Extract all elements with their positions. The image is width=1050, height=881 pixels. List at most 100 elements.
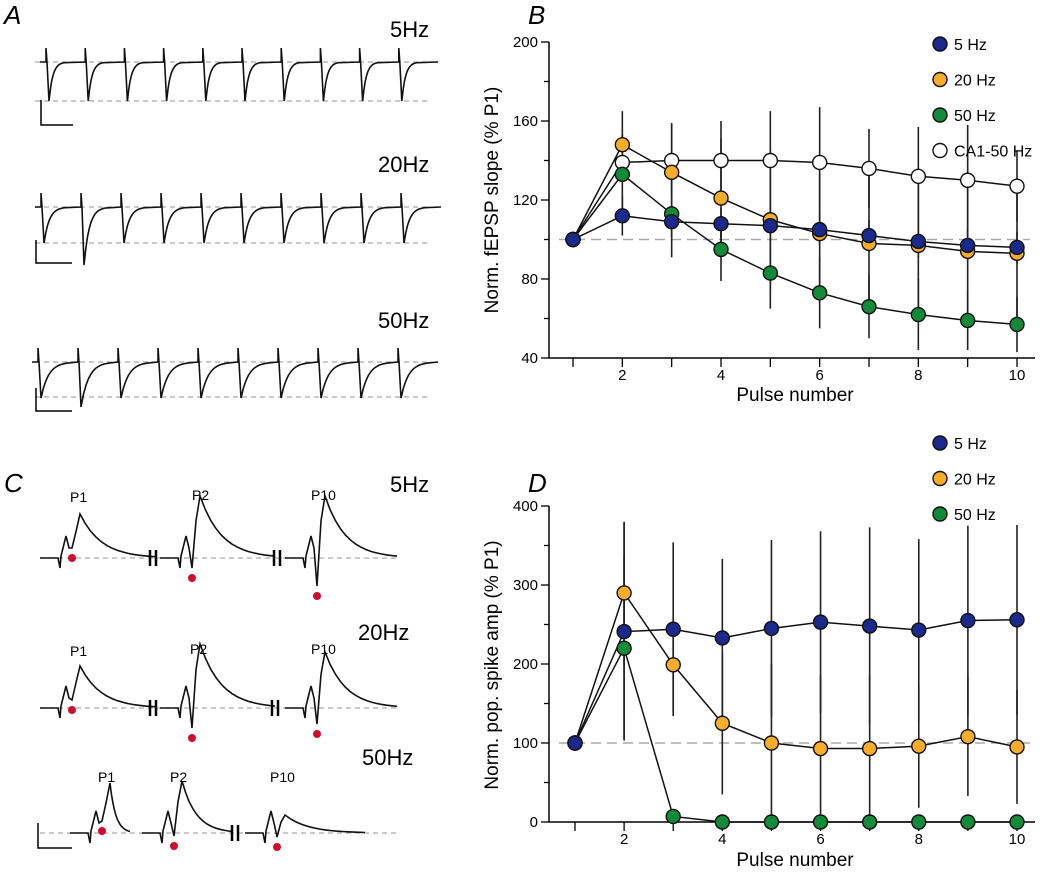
c-50hz-p10: P10 <box>270 769 295 785</box>
d-50-hz-point <box>616 640 632 656</box>
b-xtick-label: 4 <box>717 367 725 384</box>
d-5-hz-point <box>567 735 583 751</box>
b-5-hz-point <box>663 214 680 230</box>
b-ylabel: Norm. fEPSP slope (% P1) <box>482 87 503 314</box>
d-20-hz-point <box>861 740 878 757</box>
b-xlabel: Pulse number <box>736 385 854 406</box>
c-50hz-p2: P2 <box>170 769 187 785</box>
d-legend-20-hz-marker <box>932 470 948 487</box>
d-5-hz-point <box>960 612 976 629</box>
b-ca1-50-hz-point <box>1009 178 1025 194</box>
b-legend-5-hz-label: 5 Hz <box>954 37 987 54</box>
b-legend-ca1-50-hz-marker <box>932 142 948 159</box>
a-50hz-scalebar <box>35 388 72 412</box>
a-50hz-trace <box>32 347 439 408</box>
c-20hz-trace-3-spike-marker <box>313 730 321 738</box>
d-20-hz-point <box>960 728 976 745</box>
b-legend-ca1-50-hz-label: CA1-50 Hz <box>954 144 1032 161</box>
d-5-hz-point <box>812 614 829 630</box>
c-50hz-trace-1 <box>70 782 131 844</box>
b-ca1-50-hz-point <box>762 152 779 169</box>
b-xtick-label: 2 <box>618 367 626 384</box>
c-scalebar <box>37 823 72 849</box>
b-5-hz-point <box>565 231 581 248</box>
d-xtick-label: 10 <box>1009 831 1026 848</box>
d-5-hz-point <box>763 620 780 637</box>
b-legend-50-hz-marker <box>932 107 948 123</box>
c-20hz-break-1 <box>148 700 158 716</box>
d-ylabel: Norm. pop. spike amp (% P1) <box>482 540 503 789</box>
b-ca1-50-hz-line <box>572 159 1018 240</box>
panel-c-label-5hz: 5Hz <box>390 472 429 497</box>
b-50-hz-point <box>614 166 631 183</box>
d-50-hz-point <box>911 814 927 830</box>
b-ytick-label: 160 <box>513 113 538 130</box>
d-50-hz-point <box>1009 814 1025 830</box>
b-legend-5-hz-marker <box>932 36 948 52</box>
d-xtick-label: 6 <box>816 831 824 848</box>
d-50-hz-point <box>812 814 829 830</box>
d-legend-5-hz-label: 5 Hz <box>954 436 987 453</box>
b-ca1-50-hz-point <box>713 152 729 169</box>
c-20hz-trace-1 <box>40 663 156 719</box>
b-20-hz-point <box>713 190 729 206</box>
b-ca1-50-hz-point <box>811 154 828 171</box>
c-50hz-p1: P1 <box>98 769 115 785</box>
d-legend-5-hz-marker <box>932 435 948 451</box>
d-ytick-label: 200 <box>513 656 538 673</box>
c-50hz-break <box>230 825 240 841</box>
d-20-hz-point <box>812 740 829 757</box>
d-20-hz-point <box>665 657 681 673</box>
c-50hz-trace-1-spike-marker <box>98 827 106 835</box>
b-50-hz-point <box>861 298 877 315</box>
d-5-hz-point <box>861 618 878 634</box>
c-20hz-p10: P10 <box>311 641 336 657</box>
d-5-hz-point <box>1009 612 1025 628</box>
d-20-hz-point <box>616 585 632 601</box>
b-5-hz-point <box>1009 239 1025 256</box>
d-legend-20-hz-label: 20 Hz <box>954 472 996 489</box>
c-5hz-break-2 <box>272 550 282 566</box>
c-5hz-break-1 <box>148 550 158 566</box>
d-ytick-label: 300 <box>513 577 538 594</box>
c-20hz-break-2 <box>270 700 280 716</box>
panel-c-label-50hz: 50Hz <box>362 745 413 770</box>
d-xtick-label: 2 <box>620 831 628 848</box>
d-20-hz-point <box>1009 739 1025 755</box>
b-legend-20-hz-marker <box>932 71 948 88</box>
d-ytick-label: 400 <box>513 498 538 515</box>
b-5-hz-point <box>959 237 976 254</box>
b-20-hz-point <box>663 164 680 181</box>
d-50-hz-point <box>714 814 731 830</box>
d-legend-50-hz-marker <box>932 506 948 522</box>
c-5hz-p2: P2 <box>192 487 209 503</box>
d-50-hz-point <box>665 808 681 825</box>
chart-b: 40 80 120 160 200 2 4 6 8 10 5 Hz 20 Hz 50 Hz CA1-50 … <box>513 34 1035 384</box>
b-50-hz-line <box>572 173 1018 326</box>
a-20hz-scalebar <box>35 240 72 264</box>
d-20-hz-point <box>763 735 780 751</box>
c-50hz-trace-2-spike-marker <box>170 842 178 850</box>
c-5hz-trace-2 <box>160 492 276 569</box>
d-xlabel: Pulse number <box>736 850 854 871</box>
c-5hz-trace-1 <box>40 511 156 569</box>
a-20hz-trace <box>35 192 442 266</box>
traces <box>32 47 442 851</box>
d-20-hz-point <box>714 715 731 731</box>
panel-letter-c: C <box>4 468 23 498</box>
d-xtick-label: 8 <box>915 831 923 848</box>
c-20hz-p1: P1 <box>70 643 87 659</box>
b-ytick-label: 120 <box>513 192 538 209</box>
d-5-hz-line <box>574 619 1018 744</box>
b-ca1-50-hz-point <box>910 168 927 185</box>
b-5-hz-point <box>762 217 779 234</box>
b-legend-20-hz-label: 20 Hz <box>954 73 996 90</box>
c-5hz-p1: P1 <box>70 489 87 505</box>
b-ytick-label: 80 <box>521 271 538 288</box>
d-5-hz-point <box>665 621 681 637</box>
d-ytick-label: 0 <box>530 814 538 831</box>
b-20-hz-point <box>614 136 631 153</box>
c-5hz-trace-3 <box>285 492 398 587</box>
c-50hz-trace-3-spike-marker <box>273 843 281 851</box>
